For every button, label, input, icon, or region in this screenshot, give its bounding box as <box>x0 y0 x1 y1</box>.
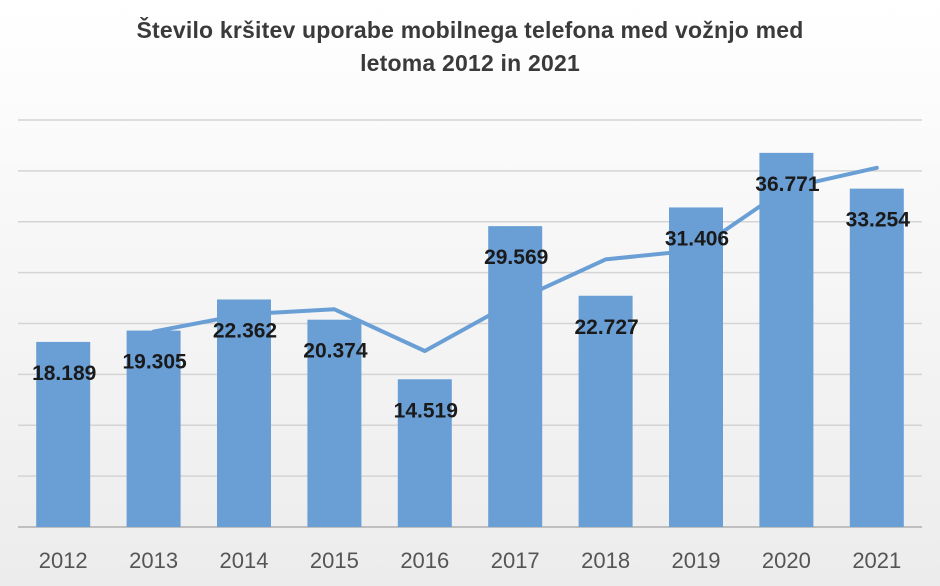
data-label-2013: 19.305 <box>122 351 187 374</box>
x-tick-label-2015: 2015 <box>310 548 359 573</box>
bar-2019 <box>669 207 723 527</box>
x-tick-label-2014: 2014 <box>220 548 269 573</box>
x-tick-label-2012: 2012 <box>39 548 88 573</box>
data-label-2017: 29.569 <box>484 246 548 269</box>
x-tick-label-2018: 2018 <box>581 548 630 573</box>
chart-title-line-2: letoma 2012 in 2021 <box>360 50 580 76</box>
bar-2012 <box>36 341 91 527</box>
x-tick-label-2020: 2020 <box>762 548 811 573</box>
data-label-2016: 14.519 <box>394 399 458 422</box>
data-label-2015: 20.374 <box>303 340 368 363</box>
x-tick-label-2016: 2016 <box>400 548 449 573</box>
bar-2013 <box>126 330 181 527</box>
bar-2016 <box>397 379 452 527</box>
data-label-2018: 22.727 <box>574 316 638 339</box>
bar-2015 <box>307 319 362 527</box>
x-tick-label-2021: 2021 <box>852 548 901 573</box>
bar-2021 <box>849 188 904 527</box>
chart-title-line-1: Število kršitev uporabe mobilnega telefo… <box>136 17 804 43</box>
bar-2014 <box>217 299 271 527</box>
bar-2018 <box>578 295 633 527</box>
bar-2020 <box>759 152 814 527</box>
x-tick-label-2013: 2013 <box>129 548 178 573</box>
chart-title: Število kršitev uporabe mobilnega telefo… <box>0 14 940 80</box>
bar-2017 <box>488 226 543 527</box>
trend-line <box>151 165 879 353</box>
data-label-2019: 31.406 <box>665 227 729 250</box>
data-label-2014: 22.362 <box>213 319 277 342</box>
x-tick-label-2017: 2017 <box>491 548 540 573</box>
data-label-2021: 33.254 <box>846 209 911 232</box>
data-label-2012: 18.189 <box>32 362 96 385</box>
data-label-2020: 36.771 <box>755 173 820 196</box>
x-tick-label-2019: 2019 <box>672 548 721 573</box>
